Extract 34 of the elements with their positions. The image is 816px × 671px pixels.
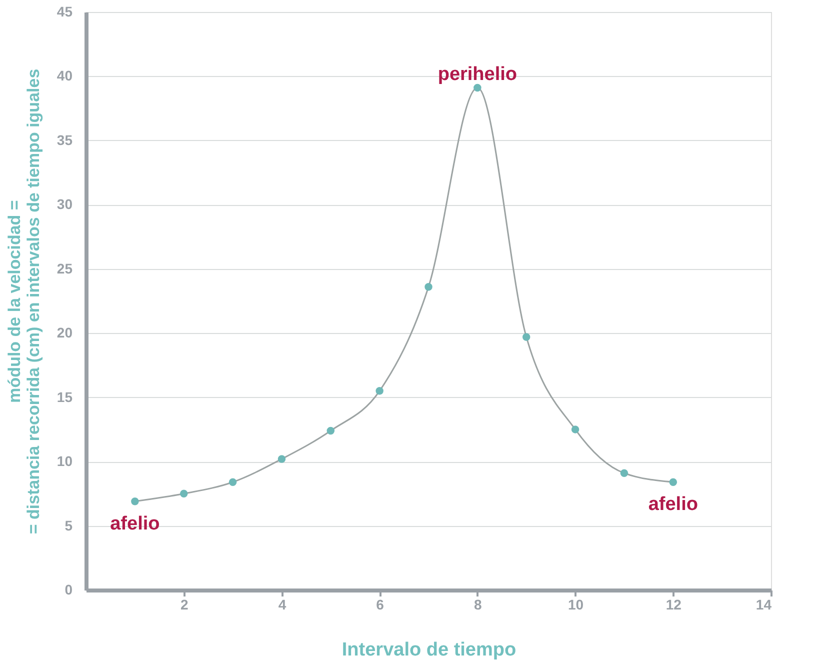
- x-tick-label: 6: [376, 596, 384, 612]
- y-tick-label: 30: [56, 196, 73, 212]
- x-tick-label: 8: [474, 596, 482, 612]
- point: [131, 498, 139, 506]
- x-axis-title: Intervalo de tiempo: [342, 640, 516, 660]
- point: [669, 478, 678, 486]
- y-tick-label: 10: [56, 453, 73, 470]
- y-tick-label: 40: [56, 68, 73, 84]
- point: [228, 478, 237, 486]
- point: [424, 283, 432, 291]
- x-tick-label: 4: [278, 596, 286, 612]
- y-tick-label: 5: [64, 517, 73, 534]
- annotation: afelio: [648, 494, 698, 516]
- x-tick-label: 2: [180, 596, 188, 612]
- annotation: afelio: [110, 513, 160, 534]
- point: [571, 426, 580, 434]
- y-tick-label: 45: [56, 4, 73, 20]
- point: [376, 387, 384, 395]
- y-tick-label: 20: [56, 324, 73, 341]
- point: [278, 455, 286, 463]
- point: [474, 84, 482, 92]
- annotation: perihelio: [438, 64, 518, 85]
- x-tick-label: 14: [756, 596, 772, 612]
- y-tick-label: 35: [56, 132, 73, 148]
- y-tick-label: 25: [56, 260, 73, 276]
- y-axis-title: módulo de la velocidad = = distancia recorrida (cm) en intervalos de tiempo iguales: [4, 68, 43, 534]
- point: [620, 469, 628, 477]
- x-tick-label: 12: [666, 596, 682, 612]
- point: [180, 490, 188, 498]
- point: [522, 333, 530, 341]
- y-tick-label: 0: [64, 582, 73, 598]
- y-tick-label: 15: [56, 388, 73, 405]
- point: [326, 426, 335, 435]
- x-tick-label: 10: [568, 596, 584, 612]
